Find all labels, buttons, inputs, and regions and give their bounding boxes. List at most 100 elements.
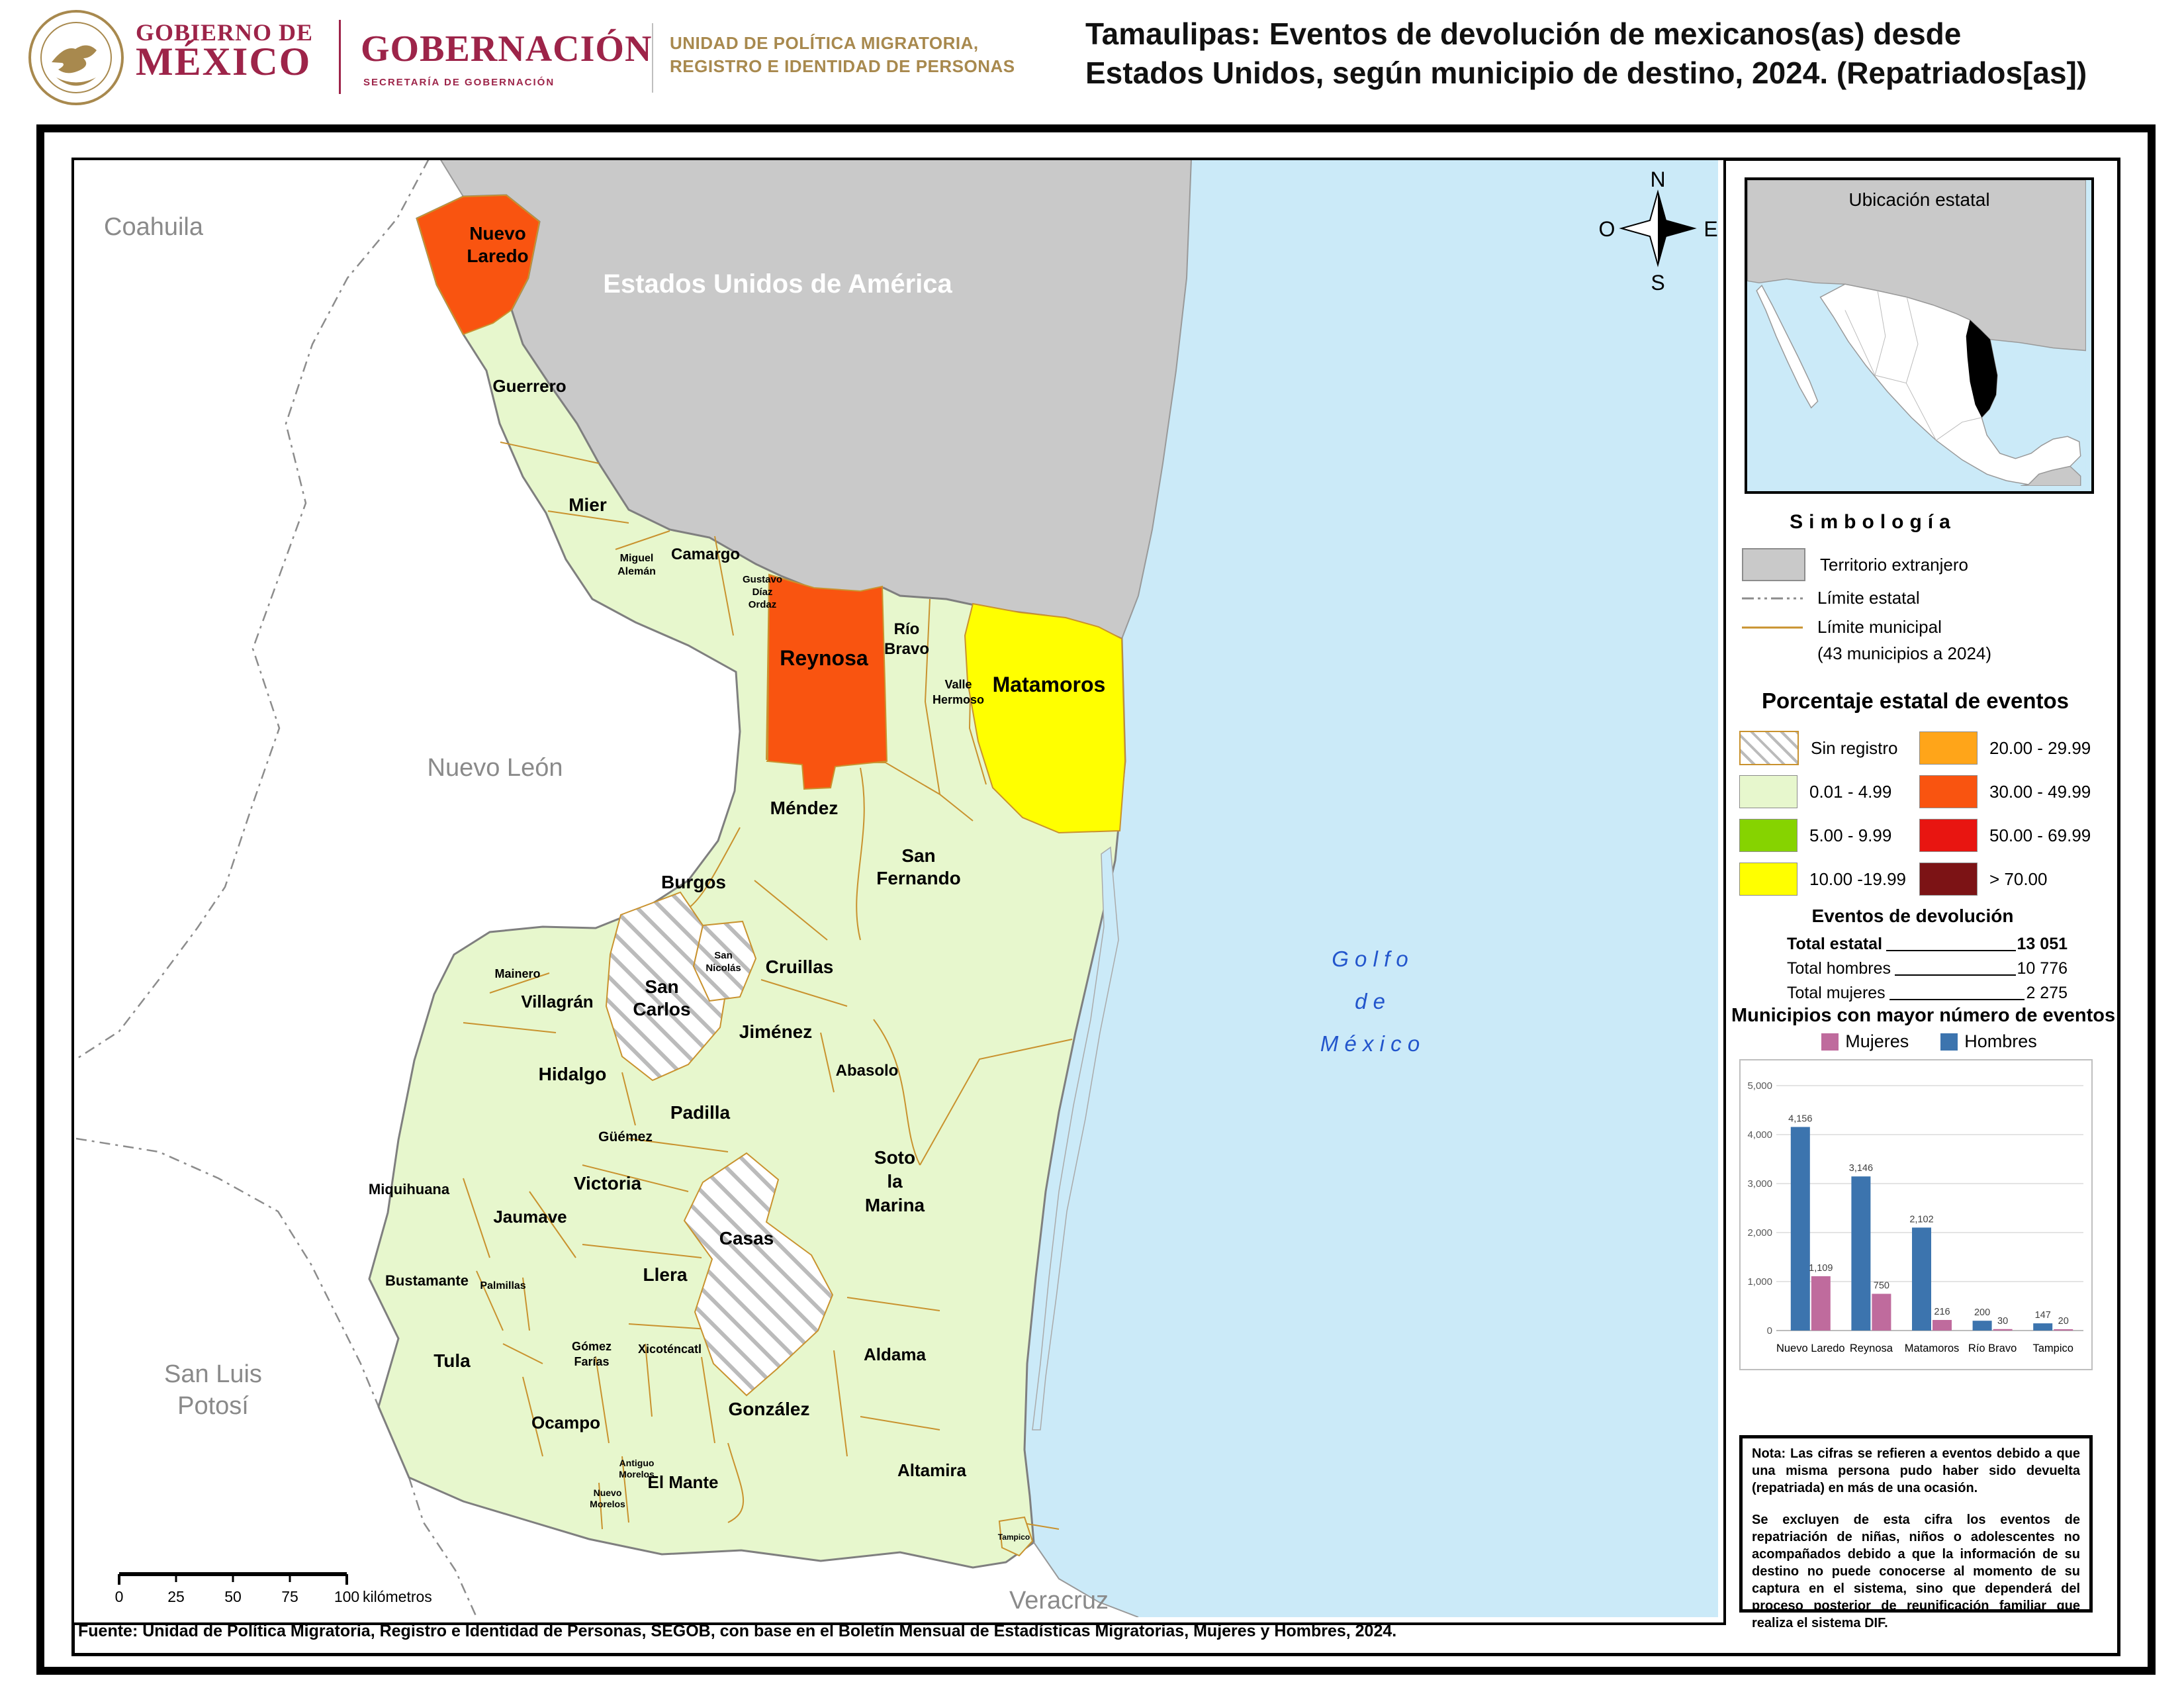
unit-line2: REGISTRO E IDENTIDAD DE PERSONAS [670,56,1015,76]
legend-class-20-00-29-99: 20.00 - 29.99 [1919,731,2091,765]
bar-hombres-matamoros [1912,1227,1931,1331]
label-rio-bravo: Río Bravo [884,620,929,658]
legend-swatch [1739,775,1797,808]
outer-border [36,124,2156,1675]
choropleth-title: Porcentaje estatal de eventos [1761,688,2070,713]
label-gomez-farias: Gómez Farías [572,1340,612,1368]
bar-chart-title: Municipios con mayor número de eventos [1731,1005,2116,1026]
gov-line2: MÉXICO [136,40,312,83]
legend-swatch [1739,731,1799,765]
compass-letter-s: S [1651,271,1664,295]
municipality-casas [683,1152,834,1397]
svg-text:4,000: 4,000 [1747,1129,1772,1141]
symbology-state-limit-item: Límite estatal [1742,588,1920,608]
bar-mujeres-matamoros [1933,1320,1952,1331]
tamaulipas-map: 0 25 50 75 100 kilómetros Coahuila Nuevo León S… [74,160,1718,1617]
map-labels-layer: Coahuila Nuevo León San Luis Potosí Veracruz… [104,167,1718,1615]
legend-class-50-00-69-99: 50.00 - 69.99 [1919,819,2091,852]
inset-tamaulipas-highlight [1966,320,1997,418]
label-mendez: Méndez [770,798,839,818]
legend-class-label: 50.00 - 69.99 [1989,825,2091,845]
legend-class-10-00-19-99: 10.00 -19.99 [1739,863,1906,896]
legend-class-label: Sin registro [1811,737,1898,758]
label-guerrero: Guerrero [492,376,566,396]
bar-mujeres-río-bravo [1993,1329,2013,1331]
legend-swatch [1919,775,1978,808]
label-san-nicolas: San Nicolás [705,950,741,974]
foreign-territory-swatch [1742,548,1805,581]
inset-baja-california [1756,285,1819,409]
label-abasolo: Abasolo [836,1062,899,1080]
svg-text:216: 216 [1934,1307,1950,1317]
svg-text:147: 147 [2035,1310,2051,1321]
scalebar-unit: kilómetros [363,1588,432,1605]
svg-text:0: 0 [1767,1325,1772,1336]
series-legend-mujeres: Mujeres [1821,1031,1909,1052]
label-padilla: Padilla [670,1102,731,1123]
label-el-mante: El Mante [648,1472,719,1492]
label-tampico: Tampico [998,1532,1030,1542]
label-gustavo-diaz-ordaz: Gustavo Díaz Ordaz [743,574,782,610]
state-limit-label: Límite estatal [1817,588,1920,608]
svg-text:3,146: 3,146 [1849,1163,1873,1174]
veracruz-coastline [1033,1542,1139,1617]
label-reynosa: Reynosa [780,646,868,670]
totals-value: 2 275 [2026,984,2068,1002]
svg-text:30: 30 [1997,1316,2008,1327]
symbology-foreign-item: Territorio extranjero [1742,548,1968,581]
note-paragraph-1: Nota: Las cifras se refieren a eventos d… [1752,1446,2080,1495]
bar-hombres-reynosa [1851,1176,1871,1331]
label-palmillas: Palmillas [480,1280,525,1291]
svg-text:4,156: 4,156 [1788,1113,1812,1124]
label-burgos: Burgos [661,872,726,892]
tamaulipas-state-area [368,194,1126,1569]
series-swatch [1821,1033,1839,1051]
inset-mexico [1819,283,2081,485]
totals-leader-line [1895,974,2016,976]
inset-state-lines [1844,291,1982,441]
label-mainero: Mainero [494,967,540,980]
label-llera: Llera [643,1264,688,1285]
legend-class-label: 10.00 -19.99 [1809,868,1907,889]
label-cruillas: Cruillas [766,957,834,977]
legend-class-label: 30.00 - 49.99 [1989,781,2091,802]
legend-class--70-00: > 70.00 [1919,863,2047,896]
header-divider-1 [339,20,341,94]
label-altamira: Altamira [897,1460,967,1480]
compass-letter-o: O [1599,217,1615,241]
series-label: Hombres [1964,1031,2037,1051]
svg-text:Matamoros: Matamoros [1905,1342,1960,1354]
totals-leader-line [1886,950,2016,951]
bar-chart-svg: 0 1,000 2,000 3,000 4,000 5,000 4,156 1,109 Nuev… [1739,1059,2093,1370]
legend-class-sin-registro: Sin registro [1739,731,1898,765]
symbology-title: Simbología [1790,511,1956,533]
title-line1: Tamaulipas: Eventos de devolución de mex… [1085,17,1962,51]
notes-box: Nota: Las cifras se refieren a eventos d… [1739,1435,2093,1630]
symbology-municipal-limit-item: Límite municipal [1742,617,1942,637]
header-divider-2 [652,23,653,93]
totals-label: Total estatal [1787,935,1883,953]
label-guemez: Güémez [598,1129,653,1145]
bar-mujeres-nuevo-laredo [1811,1276,1831,1331]
mexico-locator-map [1747,180,2086,486]
totals-value: 13 051 [2017,935,2068,953]
municipality-san-carlos [605,891,729,1082]
scalebar-tick-label: 100 [334,1588,359,1605]
svg-text:200: 200 [1974,1307,1990,1318]
svg-text:750: 750 [1874,1281,1889,1291]
label-hidalgo: Hidalgo [539,1064,607,1084]
state-limit-lines [75,160,478,1617]
label-gonzalez: González [729,1399,810,1419]
legend-class-5-00-9-99: 5.00 - 9.99 [1739,819,1891,852]
municipality-tampico [998,1516,1034,1557]
legend-swatch [1919,731,1978,765]
totals-label: Total hombres [1787,959,1891,978]
svg-text:Nuevo Laredo: Nuevo Laredo [1776,1342,1845,1354]
laguna-madre-area [1032,846,1119,1430]
label-nuevo-leon: Nuevo León [428,754,563,782]
legend-class-label: 5.00 - 9.99 [1809,825,1892,845]
label-nuevo-laredo: Nuevo Laredo [467,223,528,266]
unit-line1: UNIDAD DE POLÍTICA MIGRATORIA, [670,33,979,53]
scalebar-tick-label: 50 [224,1588,242,1605]
